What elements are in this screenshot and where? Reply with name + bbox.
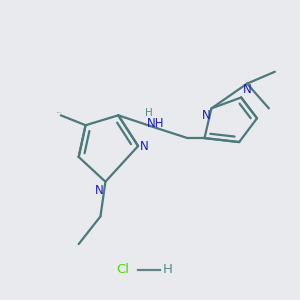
Text: N: N: [202, 110, 210, 122]
Text: H: H: [163, 263, 173, 276]
Text: N: N: [243, 82, 252, 95]
Text: methyl: methyl: [56, 112, 61, 113]
Text: N: N: [140, 140, 149, 152]
Text: N: N: [95, 184, 103, 197]
Text: H: H: [145, 108, 153, 118]
Text: Cl: Cl: [117, 263, 130, 276]
Text: NH: NH: [147, 117, 165, 130]
